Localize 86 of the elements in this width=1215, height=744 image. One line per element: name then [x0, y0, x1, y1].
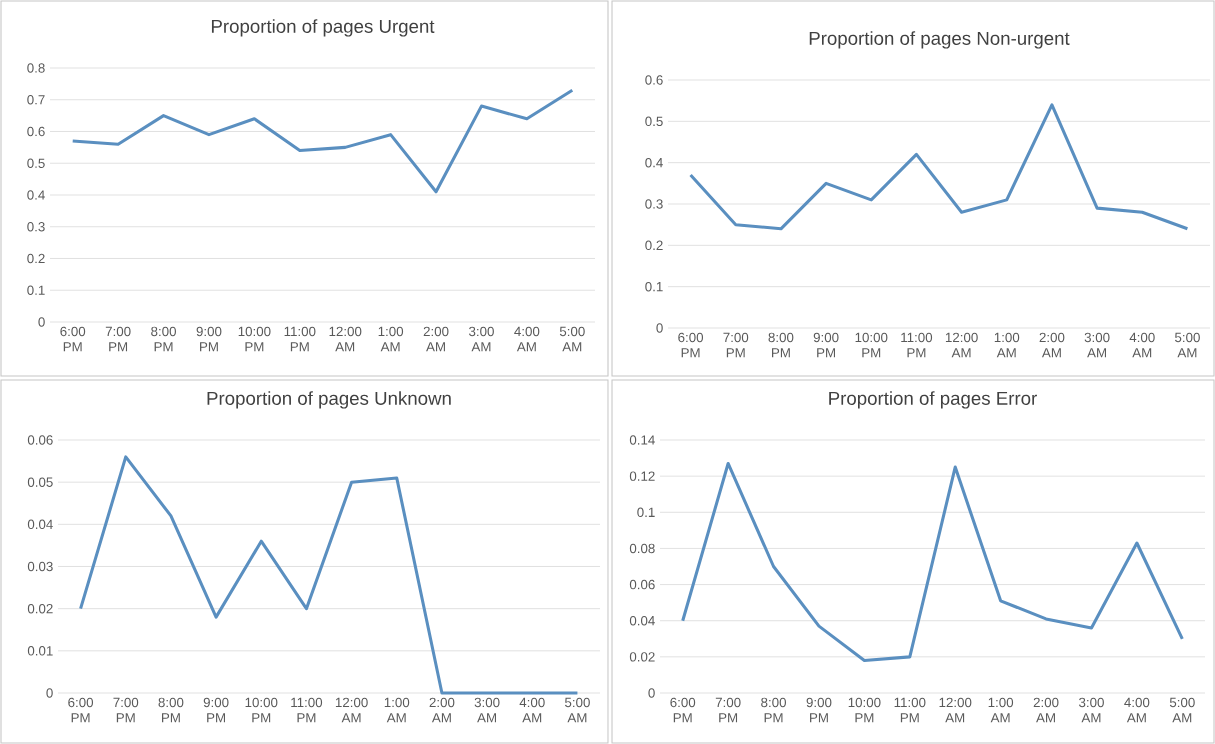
x-tick-label: 8:00 PM — [158, 697, 184, 723]
x-tick-label: 7:00 PM — [113, 697, 139, 723]
x-tick-label: 5:00 AM — [1174, 332, 1200, 358]
chart-title: Proportion of pages Urgent — [211, 19, 435, 37]
x-tick-label: 1:00 AM — [994, 332, 1020, 358]
y-tick-label: 0.01 — [27, 646, 53, 656]
y-tick-label: 0.14 — [629, 435, 655, 445]
x-tick-label: 7:00 PM — [723, 332, 749, 358]
y-tick-label: 0.4 — [27, 190, 45, 200]
x-tick-label: 4:00 AM — [514, 326, 540, 352]
y-tick-label: 0.04 — [629, 616, 655, 626]
y-tick-label: 0.5 — [645, 116, 663, 127]
x-tick-label: 6:00 PM — [670, 697, 696, 723]
chart-title: Proportion of pages Error — [829, 391, 1037, 409]
y-tick-label: 0.2 — [27, 253, 45, 264]
x-tick-label: 6:00 PM — [678, 332, 704, 358]
x-tick-label: 5:00 AM — [1169, 697, 1195, 723]
x-tick-label: 12:00 AM — [329, 326, 362, 352]
line-series — [71, 88, 574, 194]
chart-title: Proportion of pages Non-urgent — [809, 31, 1070, 49]
y-tick-label: 0.02 — [27, 603, 53, 614]
y-tick-label: 0.6 — [645, 75, 663, 85]
x-tick-label: 12:00 AM — [939, 697, 972, 723]
y-tick-label: 0.05 — [27, 477, 53, 487]
line-series — [689, 103, 1189, 231]
x-tick-label: 2:00 AM — [1039, 332, 1065, 358]
x-tick-label: 9:00 PM — [813, 332, 839, 358]
x-tick-label: 11:00 PM — [291, 697, 323, 723]
x-tick-label: 6:00 PM — [68, 697, 94, 723]
y-tick-label: 0.2 — [645, 240, 663, 251]
x-tick-label: 11:00 PM — [284, 326, 316, 352]
y-tick-label: 0.04 — [27, 519, 53, 530]
x-tick-label: 2:00 AM — [1033, 697, 1059, 723]
x-tick-label: 6:00 PM — [60, 326, 86, 352]
x-tick-label: 12:00 AM — [335, 697, 368, 723]
x-tick-label: 8:00 PM — [768, 332, 794, 358]
y-tick-label: 0.03 — [27, 561, 53, 572]
x-tick-label: 11:00 PM — [894, 697, 926, 723]
y-tick-label: 0.1 — [645, 281, 663, 292]
x-tick-label: 4:00 AM — [1124, 697, 1150, 723]
x-tick-label: 5:00 AM — [564, 697, 590, 723]
x-tick-label: 4:00 AM — [1129, 332, 1155, 358]
x-tick-label: 1:00 AM — [384, 697, 410, 723]
y-tick-label: 0 — [38, 317, 45, 327]
x-tick-label: 2:00 AM — [429, 697, 455, 723]
x-tick-label: 1:00 AM — [988, 697, 1014, 723]
x-tick-label: 7:00 PM — [715, 697, 741, 723]
x-tick-label: 3:00 AM — [1084, 332, 1110, 358]
x-tick-label: 3:00 AM — [474, 697, 500, 723]
x-tick-label: 8:00 PM — [761, 697, 787, 723]
x-tick-label: 3:00 AM — [1078, 697, 1104, 723]
y-tick-label: 0.8 — [27, 63, 45, 73]
y-tick-label: 0.06 — [629, 579, 655, 590]
y-tick-label: 0.1 — [27, 285, 45, 295]
y-tick-label: 0.3 — [27, 222, 45, 232]
x-tick-label: 10:00 PM — [855, 332, 888, 358]
y-tick-label: 0 — [46, 688, 53, 698]
y-tick-label: 0.06 — [27, 435, 53, 445]
line-series — [681, 461, 1184, 663]
x-tick-label: 4:00 AM — [519, 697, 545, 723]
x-tick-label: 10:00 PM — [245, 697, 278, 723]
x-tick-label: 1:00 AM — [378, 326, 404, 352]
y-tick-label: 0.6 — [27, 126, 45, 137]
x-tick-label: 11:00 PM — [901, 332, 933, 358]
x-tick-label: 7:00 PM — [105, 326, 131, 352]
x-tick-label: 2:00 AM — [423, 326, 449, 352]
y-tick-label: 0 — [656, 323, 663, 333]
y-tick-label: 0.08 — [629, 543, 655, 554]
y-tick-label: 0.5 — [27, 158, 45, 168]
x-tick-label: 5:00 AM — [559, 326, 585, 352]
x-tick-label: 9:00 PM — [196, 326, 222, 352]
y-tick-label: 0.12 — [629, 471, 655, 481]
x-tick-label: 10:00 PM — [238, 326, 271, 352]
y-tick-label: 0.4 — [645, 157, 663, 168]
x-tick-label: 9:00 PM — [203, 697, 229, 723]
y-tick-label: 0.3 — [645, 199, 663, 209]
chart-title: Proportion of pages Unknown — [207, 391, 451, 409]
y-tick-label: 0.1 — [637, 507, 655, 517]
y-tick-label: 0 — [648, 688, 655, 698]
x-tick-label: 3:00 AM — [468, 326, 494, 352]
x-tick-label: 10:00 PM — [848, 697, 881, 723]
x-tick-label: 12:00 AM — [945, 332, 978, 358]
x-tick-label: 8:00 PM — [151, 326, 176, 352]
y-tick-label: 0.02 — [629, 652, 655, 662]
x-tick-label: 9:00 PM — [806, 697, 832, 723]
y-tick-label: 0.7 — [27, 95, 45, 105]
